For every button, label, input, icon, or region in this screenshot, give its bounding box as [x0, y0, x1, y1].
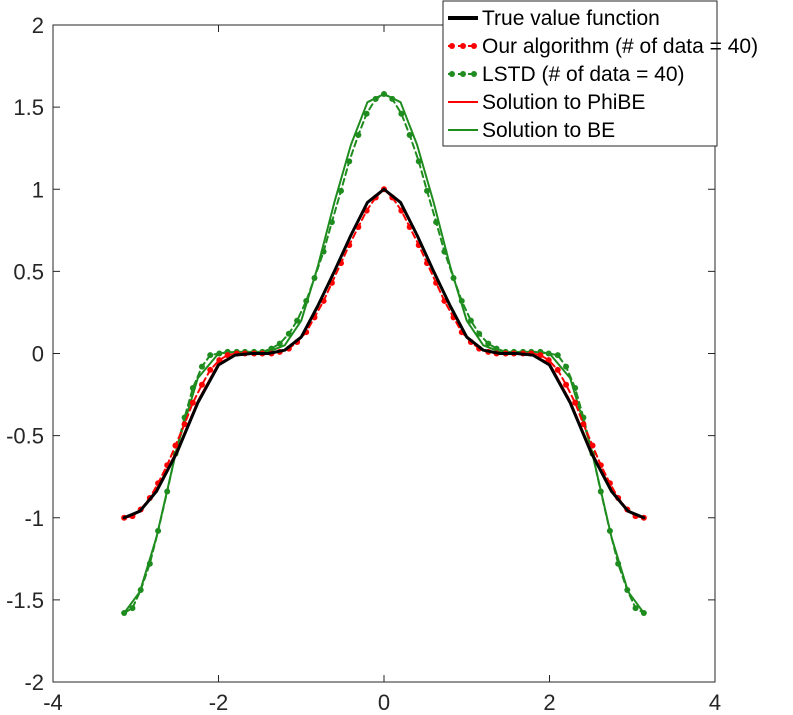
data-point: [398, 110, 405, 117]
data-point: [589, 442, 596, 449]
x-tick-label: -2: [209, 690, 229, 715]
data-point: [554, 352, 561, 359]
data-point: [415, 158, 422, 165]
legend-marker: [449, 71, 455, 77]
legend-item: Solution to PhiBE: [448, 91, 645, 114]
data-point: [572, 399, 579, 406]
data-point: [485, 340, 492, 347]
x-tick-label: 4: [709, 690, 721, 715]
y-tick-label: -1.5: [6, 588, 44, 613]
data-point: [207, 366, 214, 373]
legend-marker: [449, 43, 455, 49]
legend-marker: [460, 43, 466, 49]
y-tick-label: 0.5: [13, 259, 44, 284]
data-point: [424, 187, 431, 194]
x-tick-label: 2: [543, 690, 555, 715]
data-point: [337, 187, 344, 194]
data-point: [554, 366, 561, 373]
data-point: [355, 132, 362, 139]
legend-item: True value function: [448, 7, 660, 30]
legend-box: [442, 0, 718, 147]
y-tick-label: -1: [24, 506, 44, 531]
series-line: [123, 92, 645, 615]
data-point: [129, 605, 136, 612]
legend-label: True value function: [482, 7, 660, 30]
legend-item: Our algorithm (# of data = 40): [448, 35, 758, 58]
legend-label: LSTD (# of data = 40): [482, 63, 685, 86]
data-point: [346, 158, 353, 165]
data-point: [563, 363, 570, 370]
data-point: [276, 340, 283, 347]
legend-marker: [471, 71, 477, 77]
data-point: [181, 421, 188, 428]
y-tick-label: -0.5: [6, 424, 44, 449]
data-point: [580, 421, 587, 428]
data-point: [537, 352, 544, 359]
data-point: [198, 381, 205, 388]
data-point: [224, 352, 231, 359]
data-point: [198, 363, 205, 370]
y-tick-label: -2: [24, 670, 44, 695]
series-line: [122, 187, 646, 520]
data-point: [189, 399, 196, 406]
data-point: [363, 110, 370, 117]
data-point: [216, 357, 223, 364]
legend-label: Solution to PhiBE: [482, 91, 645, 114]
data-point: [632, 605, 639, 612]
series-solution-to-be: [123, 92, 645, 615]
legend-marker: [471, 43, 477, 49]
x-tick-label: 0: [378, 690, 390, 715]
data-point: [207, 352, 214, 359]
y-tick-label: 1: [32, 177, 44, 202]
data-point: [467, 317, 474, 324]
legend-item: LSTD (# of data = 40): [448, 63, 685, 86]
y-tick-label: 2: [32, 13, 44, 38]
legend-item: Solution to BE: [448, 119, 615, 142]
legend-marker: [460, 71, 466, 77]
y-tick-label: 1.5: [13, 95, 44, 120]
tick-layer: -4 -2 0 2 4-2-1.5-1-0.500.511.52: [6, 13, 721, 715]
legend-label: Solution to BE: [482, 119, 615, 142]
data-point: [563, 381, 570, 388]
data-point: [406, 132, 413, 139]
data-point: [545, 357, 552, 364]
x-tick-label: -4: [43, 690, 63, 715]
series-true-value-function: [122, 187, 646, 520]
y-tick-label: 0: [32, 342, 44, 367]
data-point: [294, 317, 301, 324]
data-point: [172, 442, 179, 449]
legend-label: Our algorithm (# of data = 40): [482, 35, 758, 58]
series-layer: [121, 90, 647, 617]
legend: True value function Our algorithm (# of d…: [442, 0, 758, 147]
